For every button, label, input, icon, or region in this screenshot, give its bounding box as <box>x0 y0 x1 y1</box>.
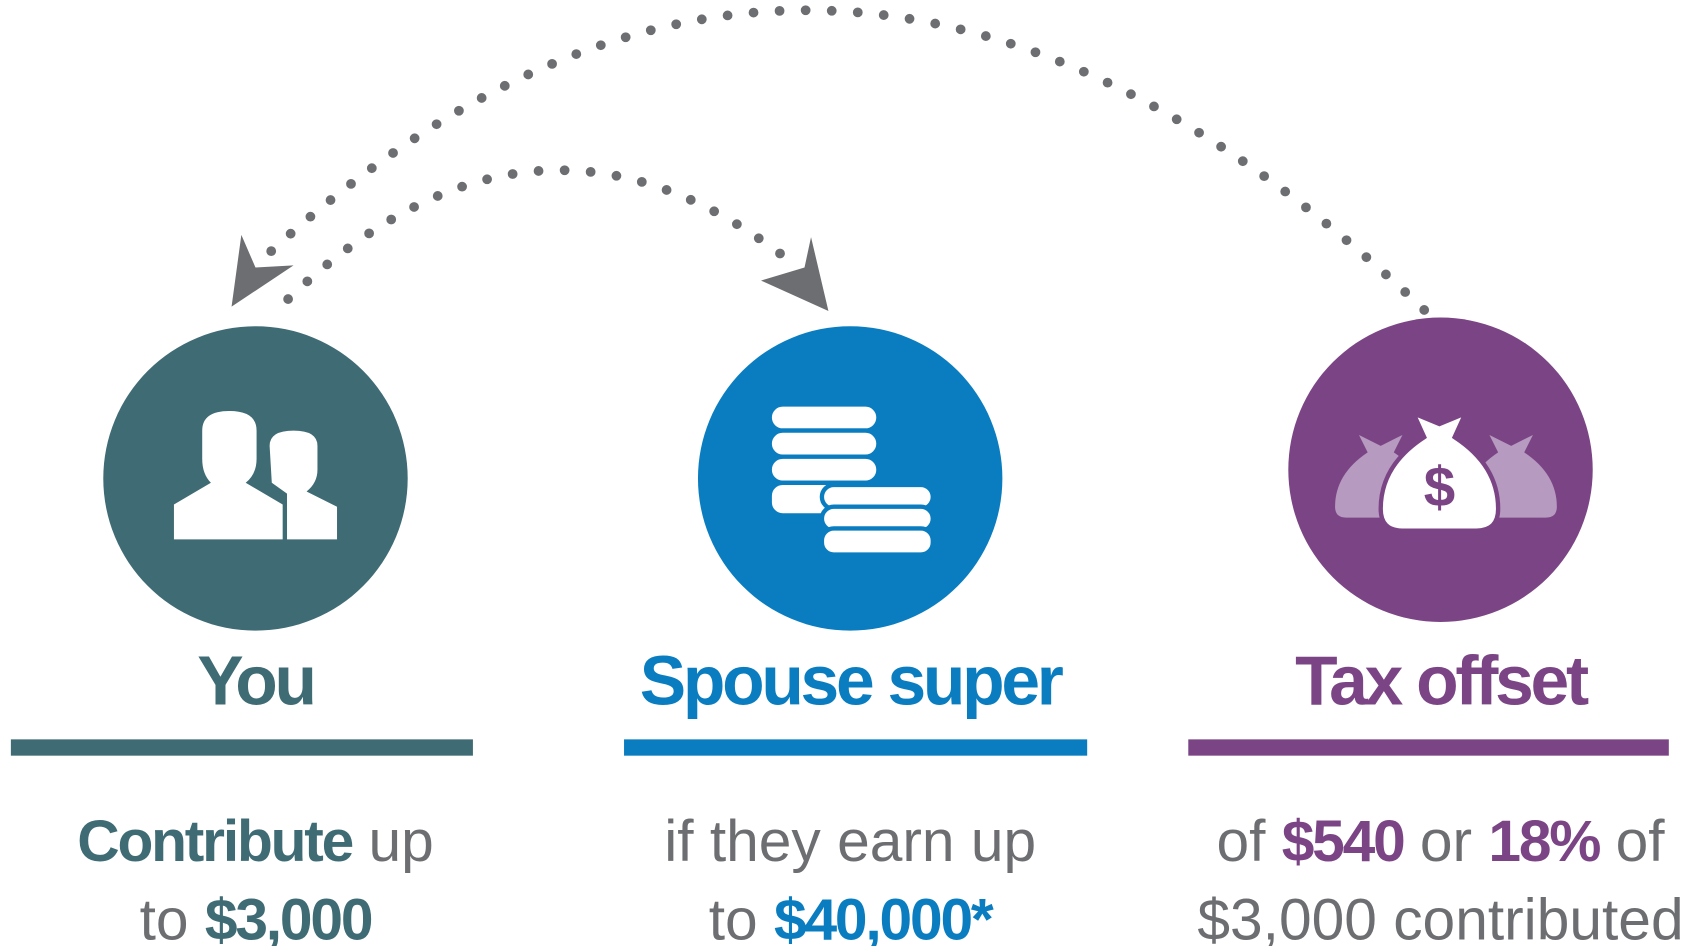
description-line: Contribute up <box>77 809 433 874</box>
you-circle <box>103 326 408 631</box>
highlight: $3,000 <box>205 887 372 946</box>
text-run: up <box>352 809 434 874</box>
description-line: if they earn up <box>664 809 1036 874</box>
text-run: $3,000 contributed <box>1197 887 1683 946</box>
highlight: 18% <box>1488 809 1600 874</box>
arrowhead <box>761 237 829 312</box>
arrows <box>261 5 1430 315</box>
text-run: to <box>709 887 774 946</box>
arrowhead <box>231 234 294 307</box>
dotted-arc <box>283 165 788 304</box>
description-line: to $40,000* <box>709 887 994 946</box>
text-run: or <box>1404 809 1489 874</box>
highlight: $40,000* <box>774 887 994 946</box>
people-icon <box>173 411 338 540</box>
dotted-arc <box>261 5 1430 315</box>
text-run: if they earn up <box>664 809 1036 874</box>
svg-text:$: $ <box>1424 456 1455 519</box>
text-run: of <box>1216 809 1281 874</box>
divider <box>624 739 1088 756</box>
highlight: Contribute <box>77 809 352 874</box>
description-line: $3,000 contributed <box>1197 887 1683 946</box>
description-line: to $3,000 <box>140 887 372 946</box>
text-run: to <box>140 887 205 946</box>
column-title: You <box>197 642 313 720</box>
coins-icon <box>767 402 935 557</box>
text-run: of <box>1599 809 1665 874</box>
description-line: of $540 or 18% of <box>1216 809 1665 874</box>
column-title: Tax offset <box>1295 642 1589 720</box>
column-title: Spouse super <box>640 642 1064 720</box>
divider <box>10 739 473 756</box>
divider <box>1188 739 1669 756</box>
highlight: $540 <box>1282 809 1404 874</box>
money-bag-icon: $ <box>1335 409 1557 533</box>
